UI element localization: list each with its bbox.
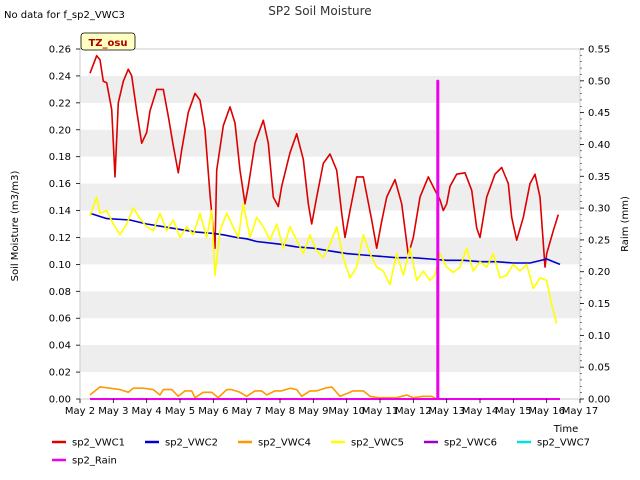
legend-label: sp2_VWC5 <box>351 438 404 449</box>
x-tick-label: May 15 <box>495 406 532 417</box>
y2-tick-label: 0.55 <box>588 45 610 56</box>
y2-tick-label: 0.50 <box>588 76 610 87</box>
y2-tick-label: 0.35 <box>588 172 610 183</box>
grid-bands <box>80 75 580 373</box>
x-tick-label: May 12 <box>395 406 432 417</box>
legend-label: sp2_VWC7 <box>537 438 590 449</box>
y2-tick-label: 0.00 <box>588 395 610 406</box>
y-axis-right: 0.00 0.05 0.10 0.15 0.20 0.25 0.30 0.35 0.40 0.45… <box>580 45 610 406</box>
x-tick-label: May 7 <box>232 406 262 417</box>
y-tick-label: 0.22 <box>49 98 71 109</box>
y-tick-label: 0.10 <box>49 260 71 271</box>
station-badge <box>80 32 136 51</box>
x-tick-label: May 17 <box>562 406 599 417</box>
x-tick-label: May 14 <box>462 406 499 417</box>
chart-title: SP2 Soil Moisture <box>268 4 371 18</box>
y2-tick-label: 0.05 <box>588 363 610 374</box>
grid-band <box>80 345 580 373</box>
y-tick-label: 0.18 <box>49 152 71 163</box>
y-axis-left: 0.00 0.02 0.04 0.06 0.08 0.10 0.12 0.14 0.16 0.18… <box>49 45 80 406</box>
x-tick-label: May 11 <box>362 406 399 417</box>
grid-band <box>80 129 580 157</box>
y-tick-label: 0.26 <box>49 45 71 56</box>
y2-tick-label: 0.45 <box>588 108 610 119</box>
y2-tick-label: 0.10 <box>588 331 610 342</box>
y-tick-label: 0.24 <box>49 71 71 82</box>
x-tick-label: May 10 <box>328 406 365 417</box>
legend: sp2_VWC1 sp2_VWC2 sp2_VWC4 sp2_VWC5 sp2_VWC6… <box>52 438 590 467</box>
y2-tick-label: 0.20 <box>588 267 610 278</box>
y-tick-label: 0.12 <box>49 233 71 244</box>
series-layer <box>89 54 561 400</box>
series-line-sp2-vwc1 <box>89 54 560 268</box>
legend-label: sp2_VWC6 <box>444 438 497 449</box>
y-axis-label: Soil Moisture (m3/m3) <box>10 171 21 282</box>
x-tick-label: May 3 <box>98 406 128 417</box>
y2-tick-label: 0.40 <box>588 140 610 151</box>
station-badge-text: TZ_osu <box>88 38 127 49</box>
y-tick-label: 0.02 <box>49 368 71 379</box>
grid-band <box>80 291 580 319</box>
x-tick-label: May 13 <box>428 406 465 417</box>
y2-tick-label: 0.25 <box>588 235 610 246</box>
x-tick-label: May 8 <box>265 406 295 417</box>
y-tick-label: 0.04 <box>49 341 71 352</box>
x-tick-label: May 5 <box>165 406 195 417</box>
no-data-note: No data for f_sp2_VWC3 <box>4 10 125 21</box>
x-tick-label: May 16 <box>528 406 565 417</box>
y-tick-label: 0.14 <box>49 206 71 217</box>
y-tick-label: 0.06 <box>49 314 71 325</box>
x-axis-label: Time <box>553 424 578 435</box>
legend-label: sp2_Rain <box>72 456 117 467</box>
x-tick-label: May 2 <box>65 406 95 417</box>
legend-label: sp2_VWC1 <box>72 438 125 449</box>
y-tick-label: 0.00 <box>49 395 71 406</box>
series-line-sp2-vwc4 <box>89 386 438 400</box>
legend-label: sp2_VWC2 <box>165 438 218 449</box>
series-line-sp2-vwc5 <box>89 196 558 324</box>
x-tick-label: May 4 <box>132 406 162 417</box>
y2-tick-label: 0.15 <box>588 299 610 310</box>
legend-label: sp2_VWC4 <box>258 438 311 449</box>
x-tick-label: May 9 <box>298 406 328 417</box>
y-tick-label: 0.20 <box>49 125 71 136</box>
x-axis: May 2 May 3 May 4 May 5 May 6 May 7 May 8 May 9… <box>65 399 598 417</box>
y2-axis-label: Raim (mm) <box>620 196 631 252</box>
x-tick-label: May 6 <box>198 406 228 417</box>
y-tick-label: 0.08 <box>49 287 71 298</box>
y2-tick-label: 0.30 <box>588 204 610 215</box>
series-line-sp2-rain <box>90 79 560 400</box>
y-tick-label: 0.16 <box>49 179 71 190</box>
grid-band <box>80 75 580 103</box>
grid-band <box>80 183 580 211</box>
